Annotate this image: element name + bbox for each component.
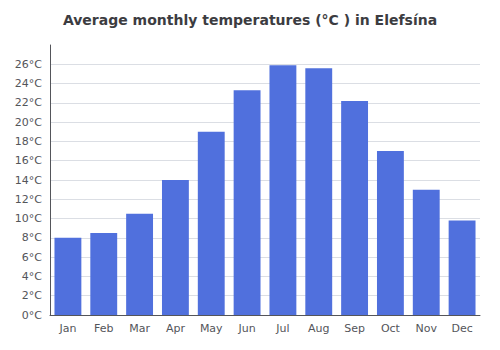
- svg-text:6°C: 6°C: [22, 251, 42, 264]
- svg-text:18°C: 18°C: [15, 135, 42, 148]
- svg-text:10°C: 10°C: [15, 212, 42, 225]
- svg-text:2°C: 2°C: [22, 289, 42, 302]
- svg-text:0°C: 0°C: [22, 309, 42, 322]
- svg-text:Feb: Feb: [94, 322, 113, 335]
- svg-text:4°C: 4°C: [22, 270, 42, 283]
- svg-text:May: May: [200, 322, 223, 335]
- svg-text:Apr: Apr: [166, 322, 186, 335]
- svg-text:Mar: Mar: [129, 322, 150, 335]
- svg-text:Jun: Jun: [237, 322, 255, 335]
- svg-text:Oct: Oct: [381, 322, 401, 335]
- svg-text:22°C: 22°C: [15, 96, 42, 109]
- svg-text:Average monthly temperatures (: Average monthly temperatures (°C ) in El…: [63, 12, 437, 28]
- svg-text:16°C: 16°C: [15, 154, 42, 167]
- svg-text:14°C: 14°C: [15, 174, 42, 187]
- svg-text:Sep: Sep: [344, 322, 365, 335]
- svg-text:8°C: 8°C: [22, 231, 42, 244]
- svg-text:Aug: Aug: [308, 322, 329, 335]
- svg-text:20°C: 20°C: [15, 116, 42, 129]
- svg-text:24°C: 24°C: [15, 77, 42, 90]
- svg-text:Jan: Jan: [58, 322, 76, 335]
- svg-text:Dec: Dec: [451, 322, 472, 335]
- svg-text:12°C: 12°C: [15, 193, 42, 206]
- svg-text:26°C: 26°C: [15, 58, 42, 71]
- svg-text:Nov: Nov: [416, 322, 438, 335]
- svg-text:Jul: Jul: [275, 322, 289, 335]
